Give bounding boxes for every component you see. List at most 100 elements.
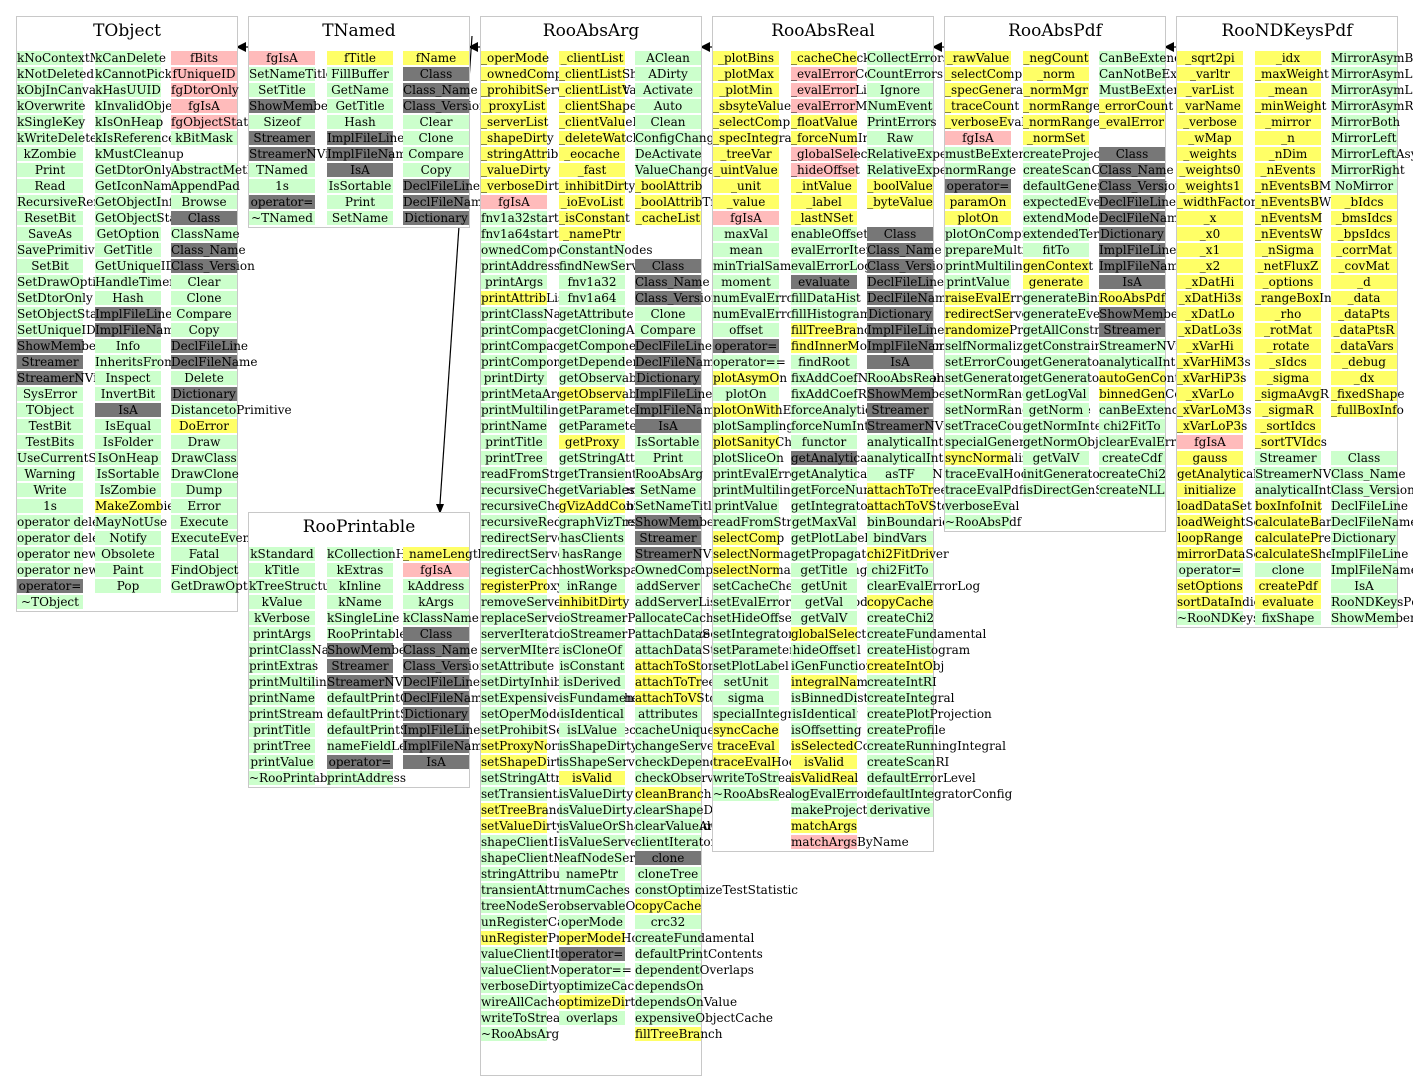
class-member: printName xyxy=(481,419,547,433)
class-member: DeclFileLine xyxy=(403,675,481,689)
class-member: kNotDeleted xyxy=(17,67,95,81)
class-member: syncNormalization xyxy=(945,451,1060,465)
class-member: _evalError xyxy=(1099,115,1165,129)
class-member: createRunningIntegral xyxy=(867,739,1006,753)
class-member: prepareMultiGen xyxy=(945,243,1051,257)
class-member: _wMap xyxy=(1177,131,1243,145)
class-member: kIsOnHeap xyxy=(95,115,164,129)
class-member: defaultGeneratorConfig xyxy=(1023,179,1168,193)
class-member: setUnit xyxy=(713,675,779,689)
class-member: ConfigChange xyxy=(635,131,722,145)
class-member: traceEval xyxy=(713,739,779,753)
class-member: _specGeneratorConfig xyxy=(945,83,1081,97)
class-member: _n xyxy=(1255,131,1321,145)
class-member: operator new xyxy=(17,547,99,561)
class-member: isValueServer xyxy=(559,835,644,849)
class-member: _dataPtsR xyxy=(1331,323,1397,337)
class-member: Streamer xyxy=(867,403,933,417)
class-member: SetDrawOption xyxy=(17,275,112,289)
class-member: GetOption xyxy=(95,227,161,241)
class-member: isShapeServer xyxy=(559,755,648,769)
class-member: createFundamental xyxy=(635,931,755,945)
class-member: unRegisterProxy xyxy=(481,931,583,945)
class-member: expectedEvents xyxy=(1023,195,1120,209)
class-member: getVal xyxy=(791,595,857,609)
class-member: ~RooPrintable xyxy=(249,771,339,785)
class-member: IsZombie xyxy=(95,483,161,497)
class-member: _weights xyxy=(1177,147,1243,161)
class-member: NoMirror xyxy=(1331,179,1397,193)
class-member: ShowMembers xyxy=(867,387,958,401)
class-member: Clear xyxy=(403,115,469,129)
class-member: Sizeof xyxy=(249,115,315,129)
class-box-tnamed: TNamed fgIsA SetNameTitle SetTitle ShowMemb… xyxy=(248,16,490,228)
member-spacer xyxy=(1331,419,1397,433)
class-member: Obsolete xyxy=(95,547,161,561)
class-member: kStandard xyxy=(249,547,315,561)
class-member: setOperMode xyxy=(481,707,564,721)
class-member: createIntRI xyxy=(867,675,937,689)
class-member: _globalSelectComp xyxy=(791,147,908,161)
class-member: generate xyxy=(1023,275,1089,289)
class-member: SetObjectStat xyxy=(17,307,103,321)
class-member: ioStreamerPass2 xyxy=(559,611,662,625)
class-member: printAddress xyxy=(481,259,560,273)
class-member: plotAsymOn xyxy=(713,371,788,385)
class-member: _ioEvoList xyxy=(559,195,625,209)
class-member: ImplFileName xyxy=(403,739,490,753)
class-member: operator== xyxy=(559,963,632,977)
class-member: getUnit xyxy=(791,579,857,593)
class-member: _data xyxy=(1331,291,1397,305)
class-member: _rotMat xyxy=(1255,323,1321,337)
class-member: SetName xyxy=(635,483,701,497)
class-member: DeclFileLine xyxy=(635,339,713,353)
class-member: getTitle xyxy=(791,563,857,577)
class-member: extendedTerm xyxy=(1023,227,1111,241)
class-member: cloneTree xyxy=(635,867,701,881)
class-member: Error xyxy=(171,499,237,513)
class-member: printCompactTree xyxy=(481,323,593,337)
class-member: Class_Name xyxy=(403,643,478,657)
class-member: kObjInCanvas xyxy=(17,83,103,97)
class-member: plotSliceOn xyxy=(713,451,784,465)
class-member: setNormRangeOverride xyxy=(945,403,1091,417)
class-member: _minWeight xyxy=(1255,99,1327,113)
class-member: _nameLength xyxy=(403,547,486,561)
class-member: fTitle xyxy=(327,51,393,65)
class-member: Class_Version xyxy=(635,291,719,305)
class-member: DrawClone xyxy=(171,467,239,481)
class-member: getDependents xyxy=(559,355,652,369)
class-member: logEvalError xyxy=(791,787,870,801)
class-member: operator= xyxy=(945,179,1011,193)
class-member: getParametersHook xyxy=(559,419,681,433)
class-member: printArgs xyxy=(249,627,315,641)
class-member: isDerived xyxy=(559,675,625,689)
class-member: _sbsyteValue xyxy=(713,99,792,113)
class-member: mean xyxy=(713,243,779,257)
class-member: createHistogram xyxy=(867,643,971,657)
class-member: fgIsA xyxy=(249,51,315,65)
class-member: GetObjectStat xyxy=(95,211,182,225)
class-member: _isConstant xyxy=(559,211,630,225)
class-member: selectNormalizationRange xyxy=(713,563,874,577)
class-member: isOffsetting xyxy=(791,723,862,737)
class-member: MirrorAsymLeft xyxy=(1331,67,1413,81)
class-member: changeServer xyxy=(635,739,720,753)
class-member: isBinnedDistribution xyxy=(791,691,917,705)
class-member: RecursiveRemove xyxy=(17,195,126,209)
class-title: RooAbsPdf xyxy=(1008,21,1102,41)
class-member: _clientList xyxy=(559,51,625,65)
class-member: kCannotPick xyxy=(95,67,173,81)
class-member: Notify xyxy=(95,531,161,545)
class-member: kIsReferenced xyxy=(95,131,183,145)
class-member: setTreeBranchStatus xyxy=(481,803,610,817)
class-member: Draw xyxy=(171,435,237,449)
class-member: wireAllCaches xyxy=(481,995,569,1009)
class-member: chi2FitDriver xyxy=(867,547,949,561)
class-member: Dictionary xyxy=(635,371,701,385)
class-member: setTraceCounter xyxy=(945,419,1048,433)
class-member: fnv1a32 xyxy=(559,275,625,289)
class-member: evaluate xyxy=(791,275,857,289)
class-box-rooprintable: RooPrintable kStandard kTitle kTreeStructu… xyxy=(248,512,490,788)
class-member: Class_Version xyxy=(1099,179,1183,193)
